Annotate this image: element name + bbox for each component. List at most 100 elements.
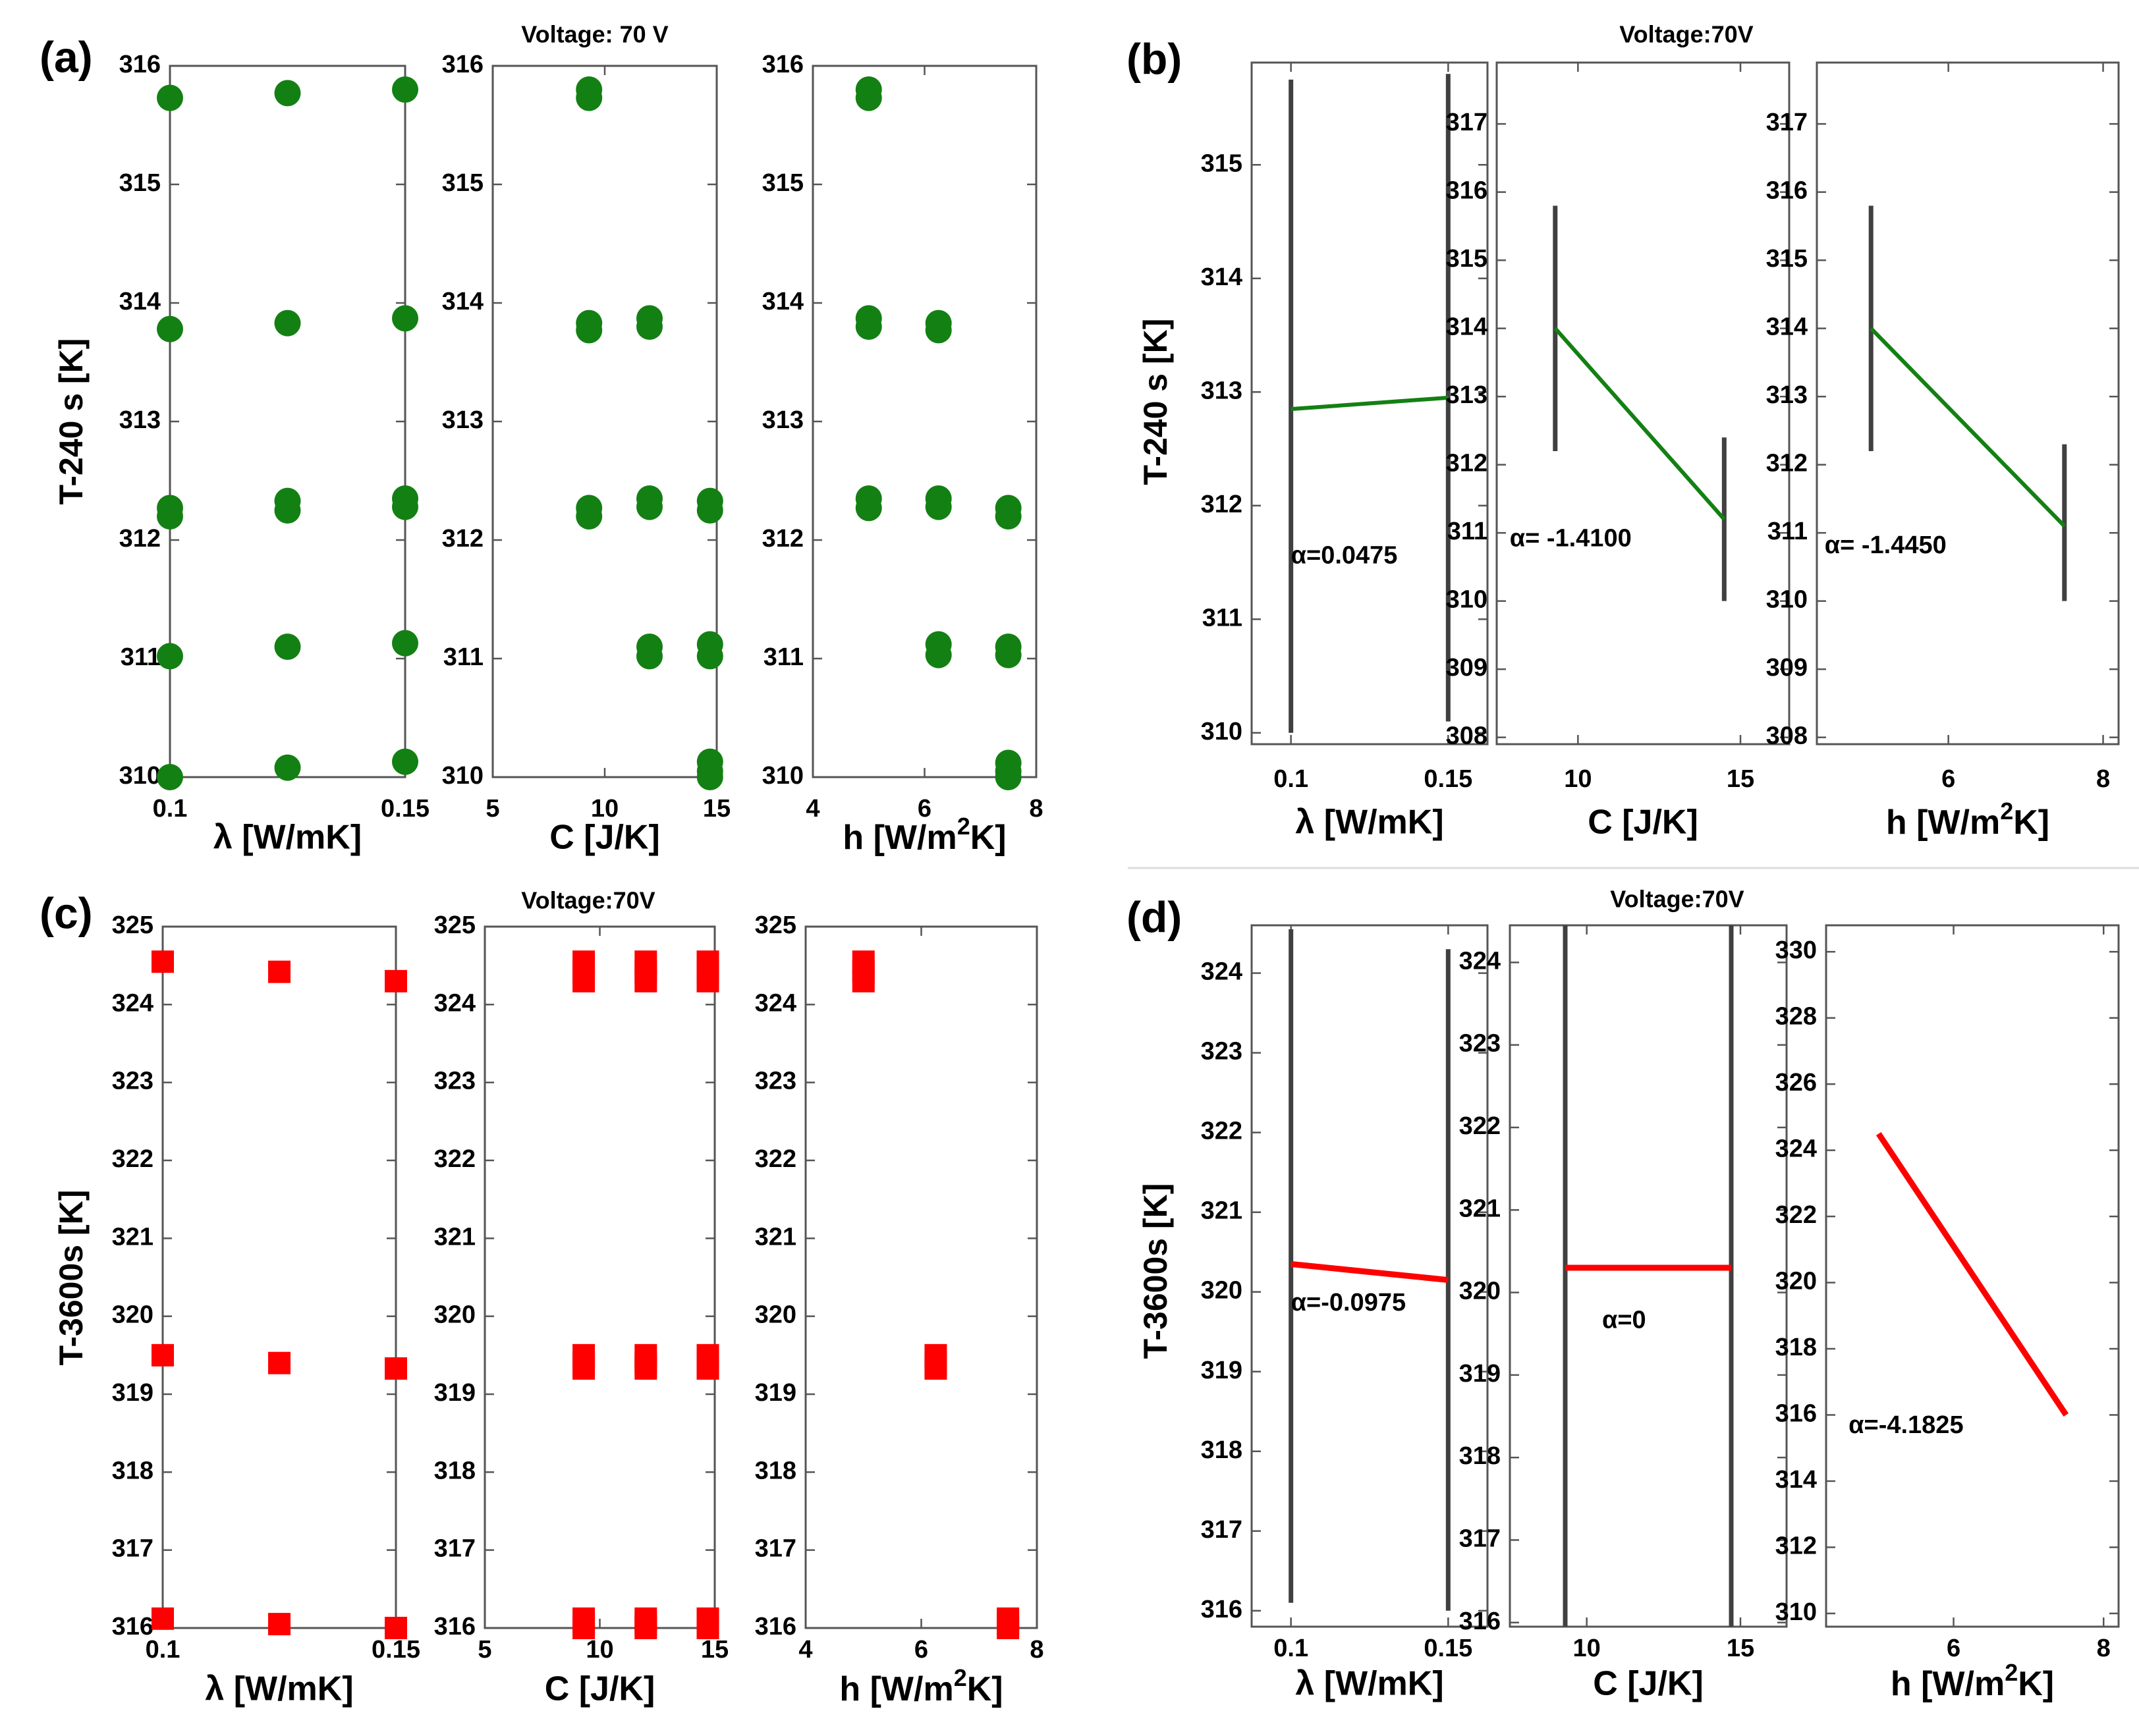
data-point xyxy=(274,80,301,107)
y-tick-label: 315 xyxy=(762,169,804,197)
y-tick-label: 315 xyxy=(1201,149,1242,177)
y-tick-label: 316 xyxy=(119,51,161,78)
data-point xyxy=(572,1357,596,1380)
x-tick-label: 15 xyxy=(703,795,731,823)
y-tick-label: 319 xyxy=(434,1379,476,1407)
y-tick-label: 320 xyxy=(755,1301,796,1329)
data-point xyxy=(634,1617,657,1639)
data-point xyxy=(925,493,952,520)
data-point xyxy=(157,503,183,529)
y-tick-label: 312 xyxy=(1775,1532,1817,1560)
y-tick-label: 325 xyxy=(434,911,476,939)
subplot-lambda: 316 317 318 319 320 321 322 323 324 0.1 0.15 λ [W/m… xyxy=(1201,924,1489,1703)
y-tick-label: 322 xyxy=(112,1145,153,1173)
axes-box xyxy=(161,925,397,1629)
y-tick-label: 308 xyxy=(1446,722,1487,750)
y-tick-label: 318 xyxy=(434,1457,476,1484)
subplot-lambda: 310 311 312 313 314 315 0.1 0.15 λ [W/mK] α=0.047… xyxy=(1201,61,1489,842)
y-tick-label: 330 xyxy=(1775,936,1817,964)
y-tick-label: 324 xyxy=(112,989,153,1017)
y-tick-label: 322 xyxy=(434,1145,476,1173)
data-point xyxy=(636,643,663,670)
y-tick-label: 321 xyxy=(434,1223,476,1251)
y-tick-label: 325 xyxy=(112,911,153,939)
x-axis-label: λ [W/mK] xyxy=(205,1670,353,1708)
y-tick-label: 316 xyxy=(762,51,804,78)
y-tick-label: 313 xyxy=(1446,381,1487,409)
y-tick-label: 309 xyxy=(1446,654,1487,682)
x-axis-label: C [J/K] xyxy=(545,1670,655,1708)
data-point xyxy=(392,305,418,332)
subplot-c: 310 311 312 313 314 315 316 5 10 15 C [J/K] xyxy=(442,51,731,857)
data-point xyxy=(157,764,183,790)
y-tick-label: 311 xyxy=(1202,604,1242,632)
y-tick-label: 324 xyxy=(1459,947,1501,975)
y-tick-label: 318 xyxy=(1459,1442,1501,1470)
y-tick-label: 311 xyxy=(1447,518,1487,545)
y-tick-label: 317 xyxy=(112,1535,153,1563)
y-tick-label: 320 xyxy=(112,1301,153,1329)
y-tick-label: 314 xyxy=(119,288,161,315)
slope-annotation: α=-4.1825 xyxy=(1848,1411,1963,1439)
y-tick-label: 318 xyxy=(755,1457,796,1484)
x-tick-label: 4 xyxy=(806,795,819,823)
subplot-h: 316 317 318 319 320 321 322 323 324 325 4 6 8 h [W/m2… xyxy=(755,911,1044,1708)
y-tick-label: 319 xyxy=(1459,1360,1501,1388)
x-axis-label: C [J/K] xyxy=(1593,1665,1704,1703)
y-tick-label: 322 xyxy=(1775,1201,1817,1229)
y-tick-label: 316 xyxy=(1459,1608,1501,1635)
axes-box xyxy=(1250,61,1489,746)
y-tick-label: 316 xyxy=(434,1613,476,1641)
y-tick-label: 313 xyxy=(762,406,804,434)
y-tick-label: 316 xyxy=(1446,177,1487,205)
x-tick-label: 15 xyxy=(1727,765,1754,793)
y-tick-label: 322 xyxy=(755,1145,796,1173)
data-point xyxy=(152,1607,174,1630)
data-point xyxy=(634,1357,657,1380)
y-tick-label: 317 xyxy=(434,1535,476,1563)
panel-label: (c) xyxy=(40,888,93,937)
data-point xyxy=(924,1357,947,1380)
y-tick-label: 321 xyxy=(112,1223,153,1251)
trend-line xyxy=(1875,1131,2069,1417)
data-point xyxy=(572,1617,596,1639)
data-point xyxy=(696,643,723,670)
data-point xyxy=(392,493,418,520)
panel-label: (d) xyxy=(1126,892,1182,941)
x-axis-label: λ [W/mK] xyxy=(1295,1665,1443,1703)
y-tick-label: 312 xyxy=(1446,450,1487,477)
slope-annotation: α= -1.4450 xyxy=(1825,531,1947,559)
x-tick-label: 15 xyxy=(701,1636,729,1664)
x-tick-label: 0.15 xyxy=(381,795,430,823)
panel-label: (b) xyxy=(1126,34,1182,83)
data-point xyxy=(995,641,1022,668)
x-tick-label: 0.1 xyxy=(1273,765,1308,793)
slope-annotation: α=0 xyxy=(1602,1306,1646,1334)
x-tick-label: 4 xyxy=(798,1636,812,1664)
trend-line xyxy=(1291,395,1449,412)
y-tick-label: 328 xyxy=(1775,1003,1817,1031)
data-point xyxy=(392,76,418,103)
x-tick-label: 15 xyxy=(1727,1635,1754,1662)
y-tick-label: 316 xyxy=(1775,1400,1817,1428)
y-tick-label: 323 xyxy=(112,1068,153,1095)
data-point xyxy=(268,1613,291,1636)
panel-title: Voltage:70V xyxy=(1610,886,1744,913)
trend-line xyxy=(1553,327,1726,521)
data-point xyxy=(852,969,875,992)
y-tick-label: 312 xyxy=(1201,491,1242,518)
data-point xyxy=(274,497,301,524)
data-point xyxy=(268,960,291,983)
y-tick-label: 317 xyxy=(1446,109,1487,136)
data-point xyxy=(636,493,663,520)
data-point xyxy=(392,748,418,775)
y-tick-label: 318 xyxy=(1201,1436,1242,1464)
y-tick-label: 316 xyxy=(755,1613,796,1641)
data-point xyxy=(925,317,952,344)
y-tick-label: 318 xyxy=(112,1457,153,1484)
y-tick-label: 325 xyxy=(755,911,796,939)
y-tick-label: 315 xyxy=(1446,245,1487,273)
data-point xyxy=(696,764,723,790)
y-tick-label: 321 xyxy=(1459,1195,1501,1222)
